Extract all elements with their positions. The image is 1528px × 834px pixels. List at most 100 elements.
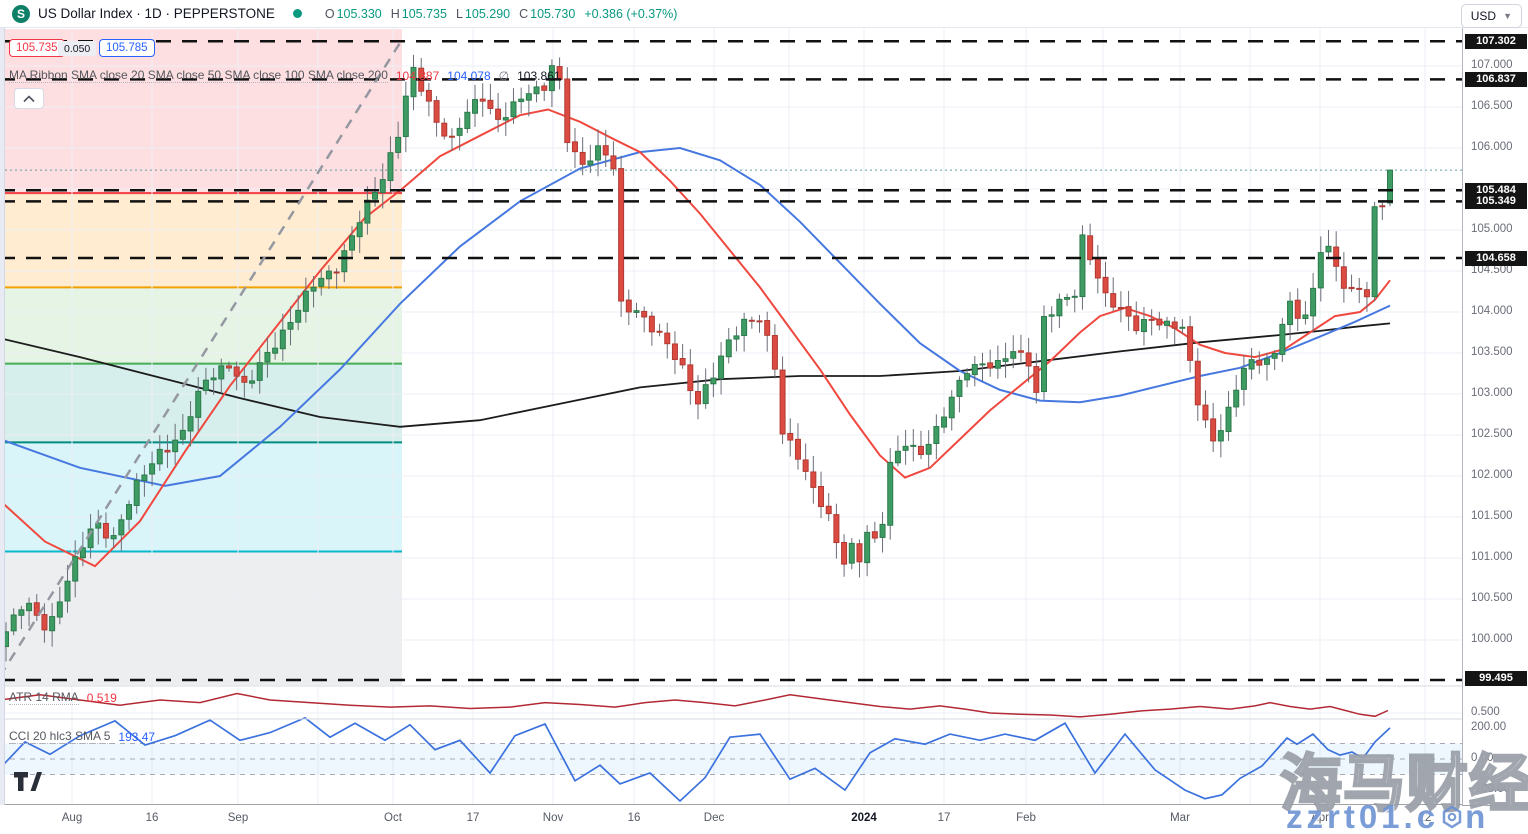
cci-label[interactable]: CCI 20 hlc3 SMA 5 [9,729,111,744]
currency-value: USD [1470,9,1497,23]
candle [495,108,502,120]
cci-line[interactable] [0,716,1391,803]
candle [233,366,240,377]
candle [41,614,48,631]
candle [464,111,471,130]
low-label: L [455,6,463,21]
candle [1033,366,1040,393]
currency-dropdown[interactable]: USD ▼ [1460,4,1522,28]
candle [33,602,40,616]
market-open-dot-icon [292,9,302,18]
watermark-url-prefix: zzrt01.c [1286,798,1440,834]
ma-ribbon-legend[interactable]: MA Ribbon SMA close 20 SMA close 50 SMA … [9,68,561,83]
atr-label[interactable]: ATR 14 RMA [9,690,79,705]
atr-legend[interactable]: ATR 14 RMA 0.519 [9,690,117,705]
candle [1148,318,1155,321]
candle [695,391,701,405]
candle [541,85,548,91]
candle [264,351,271,363]
candle [587,160,594,166]
sma20-value: 104.387 [395,68,440,83]
time-tick-label: Sep [227,812,249,824]
candle [1164,320,1171,326]
collapsed-drawing-toolbar[interactable] [0,28,5,805]
candle [917,445,924,455]
level-price-badge: 106.837 [1465,71,1527,87]
sma50-line[interactable] [0,146,1391,487]
candle [887,461,894,526]
price-alert-label-lower[interactable]: 105.785 [99,39,155,57]
candle [26,602,33,612]
candle [64,580,71,602]
candles[interactable] [3,54,1393,662]
change-value: +0.386 (+0.37%) [584,6,678,21]
candle [1294,299,1301,319]
candle [1010,351,1017,359]
candle [1202,404,1209,421]
ma-ribbon-label[interactable]: MA Ribbon SMA close 20 SMA close 50 SMA … [9,68,388,83]
candle [725,339,732,358]
chevron-down-icon: ▼ [1503,11,1512,21]
candle [579,151,586,165]
high-value: 105.735 [401,6,447,21]
sma50-value: 104.078 [447,68,491,83]
price-tick-label: 106.500 [1471,100,1513,112]
candle [433,100,440,123]
candle [1071,295,1078,298]
candle [110,535,117,540]
atr-line[interactable] [0,692,1389,718]
candle [79,547,86,559]
candle [1210,418,1217,442]
time-tick-label: 16 [627,812,641,824]
sma200-line[interactable] [0,322,1391,428]
candle [1087,235,1094,261]
price-alert-label-upper[interactable]: 105.735 [9,39,65,57]
collapse-legend-button[interactable] [14,88,44,109]
sma20-line[interactable] [0,108,1391,568]
candle [564,78,571,144]
candle [1125,306,1132,317]
level-price-badge: 104.658 [1465,250,1527,266]
candle [610,155,617,170]
candle [1194,360,1201,406]
candle [456,127,463,136]
candle [571,141,578,153]
candle [210,377,217,381]
candle [1048,314,1055,317]
tradingview-logo-icon[interactable] [14,772,42,796]
cci-legend[interactable]: CCI 20 hlc3 SMA 5 193.47 [9,729,155,744]
candle [1133,315,1140,332]
candle [518,98,525,103]
price-tick-label: 103.000 [1471,387,1513,399]
candle [72,556,79,582]
candle [141,474,148,482]
candle [971,364,978,376]
symbol-logo[interactable]: S [12,4,30,23]
candle [1279,323,1286,355]
symbol-title[interactable]: US Dollar Index · 1D · PEPPERSTONE [38,6,275,21]
candle [802,459,809,472]
time-axis[interactable]: Aug 16 Sep Oct 17 Nov 16 Dec 2024 17 Feb Mar Apr 22 [0,805,1462,834]
candle [395,136,402,153]
candle [1333,246,1340,267]
price-tick-label: 101.000 [1471,551,1513,563]
candle [272,347,279,354]
candle [1248,359,1255,370]
candle [771,335,778,370]
candle [187,416,194,432]
price-tick-label: 107.000 [1471,59,1513,71]
candle [841,541,848,565]
price-tick-label: 103.500 [1471,346,1513,358]
price-tick-label: 106.000 [1471,141,1513,153]
candle [933,426,940,445]
price-scale[interactable]: 107.000 106.500 106.000 105.000 104.500 104.0… [1462,28,1528,805]
candle [372,192,379,200]
candle [295,309,302,323]
watermark-url-suffix: n [1465,798,1490,834]
open-value: 105.330 [336,6,382,21]
candle [656,330,663,333]
candle [10,614,17,632]
candle [1310,287,1317,317]
